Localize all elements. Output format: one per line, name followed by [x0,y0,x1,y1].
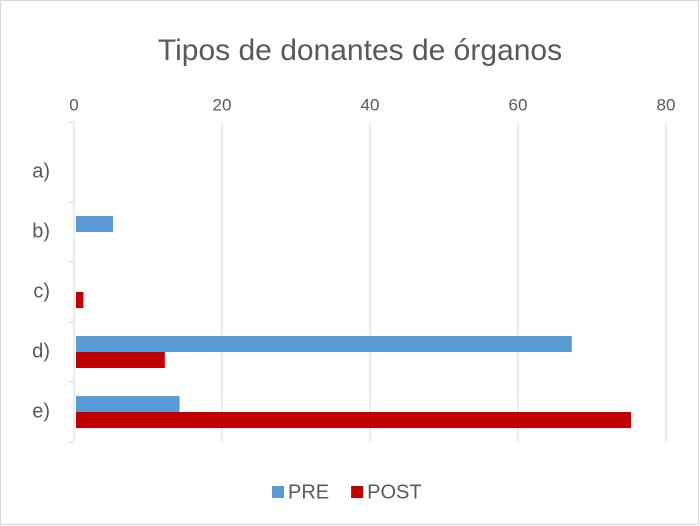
bar [76,412,631,428]
y-tick-label: e) [32,400,50,422]
legend-label: PRE [288,481,329,503]
x-tick-label: 40 [361,95,380,114]
legend-label: POST [367,481,421,503]
legend-swatch [272,486,284,498]
y-tick-label: d) [32,340,50,362]
bar [76,336,572,352]
y-tick-label: b) [32,220,50,242]
x-tick-label: 80 [657,95,676,114]
chart-title: Tipos de donantes de órganos [158,34,562,67]
x-tick-label: 0 [69,95,78,114]
bar [76,292,84,308]
legend-swatch [351,486,364,498]
x-tick-label: 60 [509,95,528,114]
y-tick-label: a) [32,160,50,182]
x-tick-label: 20 [213,95,232,114]
y-tick-label: c) [33,280,50,302]
bar [76,396,180,412]
bar [76,352,165,368]
bar [76,216,113,232]
